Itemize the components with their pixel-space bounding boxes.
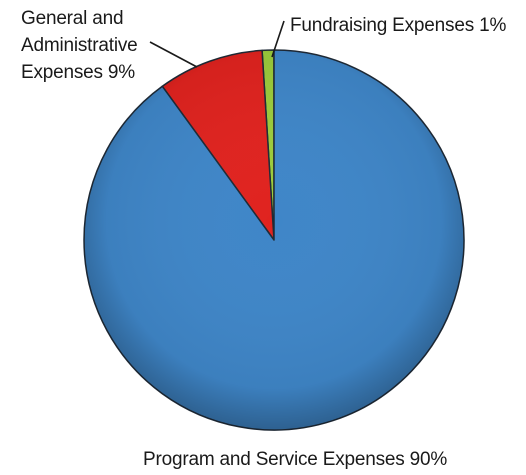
fundraising-leader-line <box>271 20 285 58</box>
general-admin-label-line2: Administrative <box>21 35 138 56</box>
general-admin-label-line1: General and <box>21 8 123 29</box>
general-admin-leader-line <box>149 41 198 68</box>
general-admin-label-line3: Expenses 9% <box>21 62 135 83</box>
program-service-label: Program and Service Expenses 90% <box>143 449 447 470</box>
fundraising-label: Fundraising Expenses 1% <box>290 15 506 36</box>
pie-slices <box>83 49 465 431</box>
pie-slice-2 <box>83 49 465 431</box>
